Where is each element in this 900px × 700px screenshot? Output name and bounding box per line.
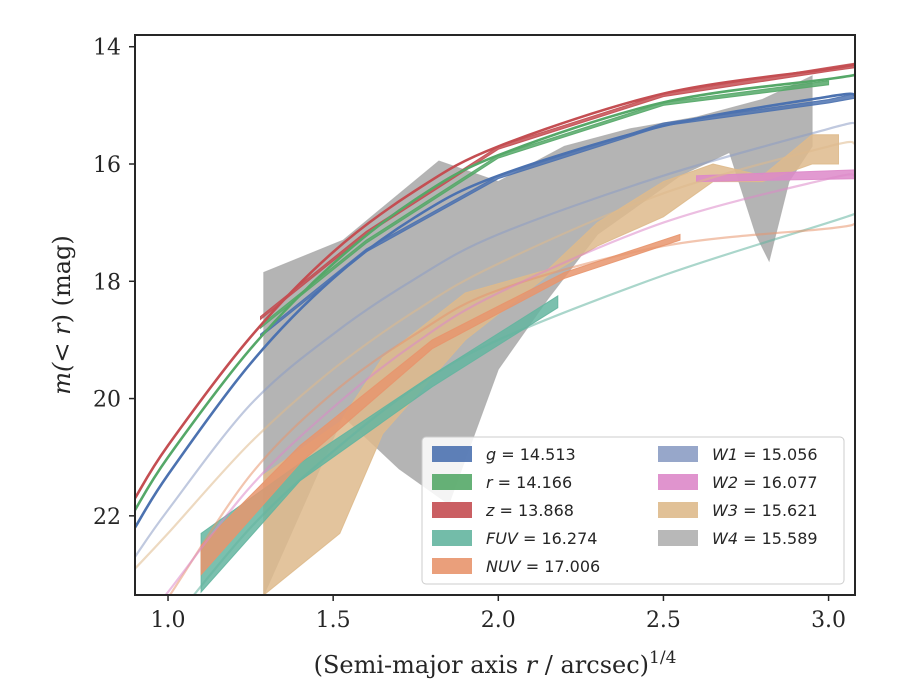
y-tick-label: 14: [93, 36, 121, 61]
y-axis-title: m(< r) (mag): [48, 235, 76, 395]
model-curve-w3: [135, 140, 855, 570]
legend-label: z = 13.868: [485, 501, 574, 520]
legend-label: W1 = 15.056: [712, 445, 818, 464]
legend-label: NUV = 17.006: [486, 557, 600, 576]
x-tick-label: 3.0: [811, 608, 846, 633]
legend-item-r: r = 14.166: [432, 473, 572, 492]
model-curve-nuv: [168, 222, 855, 595]
x-axis: 1.0 1.5 2.0 2.5 3.0: [151, 595, 846, 633]
legend-swatch: [658, 474, 698, 490]
legend-label: W2 = 16.077: [712, 473, 818, 492]
x-tick-label: 1.0: [151, 608, 186, 633]
model-curve-fuv: [192, 212, 855, 595]
model-curves: [135, 63, 855, 595]
legend-label: r = 14.166: [486, 473, 572, 492]
y-axis: 14 16 18 20 22: [93, 36, 135, 530]
legend-item-w3: W3 = 15.621: [658, 501, 818, 520]
x-axis-title: (Semi-major axis r / arcsec)1/4: [314, 648, 677, 679]
y-tick-label: 16: [93, 153, 121, 178]
legend-item-w1: W1 = 15.056: [658, 445, 818, 464]
legend-frame: [421, 436, 845, 585]
model-curve-z: [135, 63, 855, 499]
model-curve-r: [135, 73, 855, 511]
y-tick-label: 18: [93, 270, 121, 295]
legend-swatch: [432, 502, 472, 518]
band-nuv: [200, 233, 681, 576]
legend-label: FUV = 16.274: [486, 529, 597, 548]
legend: g = 14.513 r = 14.166 z = 13.868 FUV = 16.2…: [421, 436, 845, 585]
x-tick-label: 2.0: [481, 608, 516, 633]
legend-item-z: z = 13.868: [432, 501, 574, 520]
x-tick-label: 1.5: [316, 608, 351, 633]
legend-swatch: [432, 530, 472, 546]
legend-swatch: [432, 446, 472, 462]
band-fuv: [200, 294, 559, 594]
model-curve-g: [135, 92, 855, 529]
band-w2: [696, 169, 855, 183]
x-tick-label: 2.5: [646, 608, 681, 633]
model-curve-w2: [164, 173, 855, 595]
y-tick-label: 22: [93, 505, 121, 530]
legend-swatch: [432, 558, 472, 574]
legend-item-nuv: NUV = 17.006: [432, 557, 600, 576]
legend-swatch: [432, 474, 472, 490]
legend-swatch: [658, 530, 698, 546]
legend-swatch: [658, 446, 698, 462]
model-curve-w1: [135, 121, 855, 558]
band-r: [260, 80, 830, 330]
y-tick-label: 20: [93, 388, 121, 413]
legend-label: W4 = 15.589: [712, 529, 818, 548]
legend-label: g = 14.513: [486, 445, 576, 464]
legend-item-fuv: FUV = 16.274: [432, 529, 597, 548]
legend-item-w2: W2 = 16.077: [658, 473, 818, 492]
legend-label: W3 = 15.621: [712, 501, 818, 520]
plot-frame: [134, 34, 856, 596]
legend-item-w4: W4 = 15.589: [658, 529, 818, 548]
legend-swatch: [658, 502, 698, 518]
legend-item-g: g = 14.513: [432, 445, 576, 464]
